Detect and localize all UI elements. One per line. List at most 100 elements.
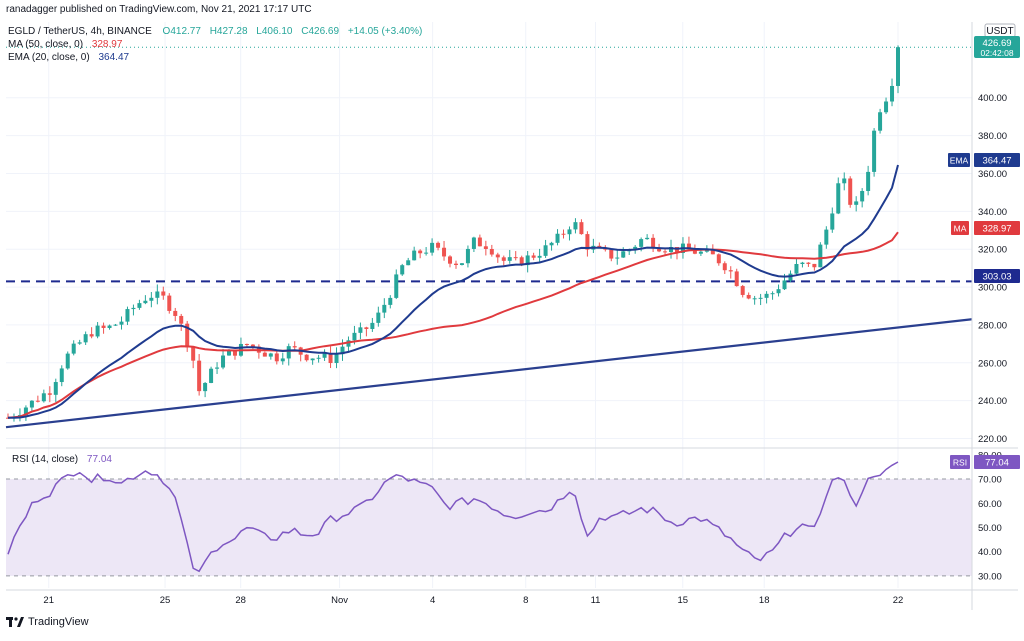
candle-body <box>95 325 100 337</box>
candle-body <box>250 344 255 347</box>
candle-body <box>848 178 853 205</box>
low-value: L406.10 <box>256 26 293 37</box>
candle-body <box>382 304 387 313</box>
candle-body <box>179 315 184 324</box>
candle-body <box>465 248 470 264</box>
ma-badge-value: 328.97 <box>982 224 1011 235</box>
candle-body <box>896 47 900 86</box>
price-tick-label: 320.00 <box>978 245 1007 256</box>
candle-body <box>406 260 411 266</box>
price-tick-label: 220.00 <box>978 434 1007 445</box>
time-axis[interactable]: 21 25 28 Nov 4 8 11 15 18 22 <box>43 595 903 606</box>
candle-body <box>328 353 333 364</box>
candle-body <box>453 263 458 265</box>
candle-body <box>232 350 237 356</box>
candle-body <box>191 347 196 361</box>
candle-body <box>579 222 584 235</box>
candle-body <box>352 332 357 341</box>
ema-value: 364.47 <box>98 52 129 63</box>
candle-body <box>59 368 64 383</box>
rsi-badge-tag: RSI <box>953 458 967 468</box>
ma-badge-tag: MA <box>954 224 967 234</box>
ema-axis-badge: EMA 364.47 <box>948 153 1020 167</box>
candle-body <box>860 190 865 202</box>
candle-body <box>459 263 464 265</box>
candle-body <box>716 254 721 264</box>
rsi-label: RSI (14, close) <box>12 454 78 465</box>
candle-body <box>274 353 279 362</box>
candle-body <box>418 250 423 254</box>
candle-body <box>507 257 512 261</box>
time-tick-label: 11 <box>591 595 601 606</box>
price-axis[interactable]: 220.00 240.00 260.00 280.00 300.00 320.00 340.… <box>978 93 1007 445</box>
time-tick-label: 4 <box>430 595 435 606</box>
candle-body <box>101 325 106 328</box>
candle-body <box>489 248 494 255</box>
time-tick-label: 15 <box>677 595 688 606</box>
candle-body <box>53 382 58 395</box>
candle-body <box>47 393 52 395</box>
candle-body <box>203 382 208 392</box>
change-value: +14.05 (+3.40%) <box>348 26 423 37</box>
candle-body <box>35 400 40 402</box>
candle-body <box>292 346 297 348</box>
candle-body <box>878 112 883 131</box>
candle-body <box>215 367 220 369</box>
candle-body <box>77 342 82 344</box>
candle-body <box>197 360 202 392</box>
candle-body <box>436 242 441 248</box>
candle-body <box>149 297 154 301</box>
candle-body <box>645 237 650 240</box>
candle-body <box>573 222 578 230</box>
candle-body <box>71 343 76 354</box>
candle-body <box>615 257 620 259</box>
candle-body <box>764 293 769 298</box>
rsi-band <box>6 479 972 576</box>
candle-body <box>137 303 142 308</box>
candle-body <box>794 264 799 274</box>
ma-label: MA (50, close, 0) <box>8 39 83 50</box>
candle-body <box>23 407 28 416</box>
last-price-badge: 426.69 02:42:08 <box>974 36 1020 58</box>
rsi-legend: RSI (14, close) 77.04 <box>12 454 112 465</box>
price-tick-label: 360.00 <box>978 169 1007 180</box>
candle-body <box>758 297 763 299</box>
candle-body <box>567 229 572 235</box>
candle-body <box>483 246 488 249</box>
price-tick-label: 340.00 <box>978 207 1007 218</box>
candle-body <box>872 130 877 172</box>
rsi-tick-label: 70.00 <box>978 475 1002 486</box>
candle-body <box>340 346 345 355</box>
close-value: C426.69 <box>301 26 339 37</box>
candle-body <box>280 358 285 362</box>
price-tick-label: 280.00 <box>978 320 1007 331</box>
footer-brand[interactable]: TradingView <box>6 616 89 628</box>
price-tick-label: 260.00 <box>978 358 1007 369</box>
candle-body <box>651 237 656 249</box>
candle-body <box>543 245 548 256</box>
candle-body <box>704 249 709 252</box>
rsi-axis-badge: RSI 77.04 <box>950 455 1020 469</box>
candle-body <box>782 280 787 290</box>
legend-row: EGLD / TetherUS, 4h, BINANCE O412.77 H42… <box>8 26 422 37</box>
candle-body <box>268 353 273 357</box>
candle-body <box>286 346 291 359</box>
candle-body <box>131 307 136 310</box>
candle-body <box>346 340 351 347</box>
candle-body <box>800 262 805 265</box>
candle-body <box>657 248 662 252</box>
rsi-tick-label: 40.00 <box>978 547 1002 558</box>
candle-body <box>244 343 249 345</box>
price-tick-label: 400.00 <box>978 93 1007 104</box>
candle-body <box>161 291 166 296</box>
level-axis-badge: 303.03 <box>974 269 1020 283</box>
price-tick-label: 380.00 <box>978 131 1007 142</box>
candle-body <box>674 247 679 253</box>
high-value: H427.28 <box>210 26 248 37</box>
candle-body <box>890 85 895 102</box>
ema-badge-value: 364.47 <box>982 156 1011 167</box>
candle-body <box>262 352 267 357</box>
candle-body <box>173 310 178 316</box>
candle-body <box>143 300 148 304</box>
